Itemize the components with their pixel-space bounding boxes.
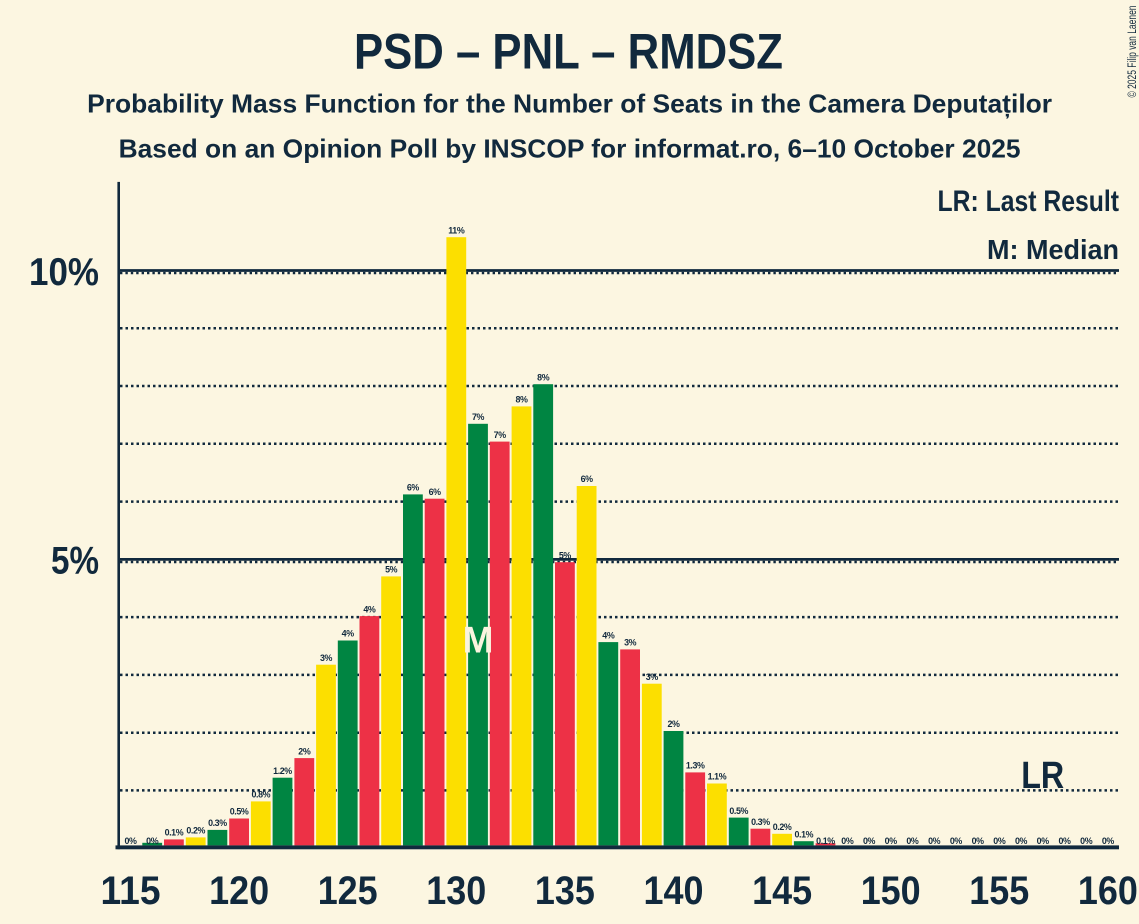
- svg-text:4%: 4%: [602, 630, 615, 640]
- svg-text:8%: 8%: [537, 372, 550, 382]
- svg-text:0%: 0%: [885, 836, 898, 846]
- svg-text:11%: 11%: [448, 225, 465, 235]
- svg-text:0%: 0%: [1102, 836, 1115, 846]
- svg-text:0.2%: 0.2%: [773, 822, 792, 832]
- svg-text:3%: 3%: [624, 638, 637, 648]
- svg-text:140: 140: [644, 869, 704, 913]
- svg-text:PSD – PNL – RMDSZ: PSD – PNL – RMDSZ: [354, 24, 783, 80]
- svg-text:0.3%: 0.3%: [208, 818, 227, 828]
- svg-text:0%: 0%: [863, 836, 876, 846]
- svg-text:M: M: [463, 620, 494, 661]
- svg-text:6%: 6%: [429, 487, 442, 497]
- svg-text:M: Median: M: Median: [987, 234, 1119, 265]
- svg-text:Probability Mass Function for: Probability Mass Function for the Number…: [87, 89, 1052, 119]
- svg-text:0.2%: 0.2%: [186, 826, 205, 836]
- svg-text:4%: 4%: [363, 604, 376, 614]
- svg-text:120: 120: [209, 869, 269, 913]
- svg-text:0%: 0%: [1058, 836, 1071, 846]
- svg-text:7%: 7%: [494, 430, 507, 440]
- svg-text:0.5%: 0.5%: [729, 806, 748, 816]
- svg-text:0.1%: 0.1%: [165, 828, 184, 838]
- svg-text:160: 160: [1078, 869, 1138, 913]
- svg-text:3%: 3%: [320, 653, 333, 663]
- svg-text:5%: 5%: [385, 565, 398, 575]
- svg-text:7%: 7%: [472, 412, 485, 422]
- svg-text:0%: 0%: [146, 836, 159, 846]
- svg-text:0.5%: 0.5%: [230, 807, 249, 817]
- svg-text:130: 130: [426, 869, 486, 913]
- svg-text:145: 145: [752, 869, 812, 913]
- svg-text:125: 125: [318, 869, 378, 913]
- svg-text:1.1%: 1.1%: [708, 772, 727, 782]
- svg-text:0%: 0%: [950, 836, 963, 846]
- svg-text:5%: 5%: [559, 550, 572, 560]
- svg-text:0%: 0%: [1015, 836, 1028, 846]
- svg-text:0.1%: 0.1%: [816, 836, 835, 846]
- svg-text:0%: 0%: [1037, 836, 1050, 846]
- svg-text:0.3%: 0.3%: [751, 817, 770, 827]
- svg-text:3%: 3%: [646, 672, 659, 682]
- svg-text:150: 150: [861, 869, 921, 913]
- svg-text:8%: 8%: [515, 395, 528, 405]
- svg-text:115: 115: [101, 869, 161, 913]
- svg-text:LR: LR: [1021, 755, 1064, 797]
- svg-text:0%: 0%: [841, 836, 854, 846]
- svg-text:10%: 10%: [29, 251, 99, 294]
- svg-text:0.8%: 0.8%: [251, 790, 270, 800]
- svg-text:0%: 0%: [993, 836, 1006, 846]
- svg-text:0%: 0%: [1080, 836, 1093, 846]
- svg-text:1.2%: 1.2%: [273, 766, 292, 776]
- svg-text:0%: 0%: [972, 836, 985, 846]
- svg-text:0.1%: 0.1%: [794, 829, 813, 839]
- svg-text:© 2025 Filip van Laenen: © 2025 Filip van Laenen: [1127, 6, 1139, 98]
- svg-text:LR: Last Result: LR: Last Result: [938, 185, 1120, 218]
- svg-text:Based on an Opinion Poll by IN: Based on an Opinion Poll by INSCOP for i…: [119, 133, 1021, 163]
- svg-text:4%: 4%: [342, 629, 355, 639]
- svg-text:135: 135: [535, 869, 595, 913]
- svg-text:0%: 0%: [928, 836, 941, 846]
- svg-text:2%: 2%: [667, 719, 680, 729]
- svg-text:155: 155: [969, 869, 1029, 913]
- svg-text:2%: 2%: [298, 746, 311, 756]
- svg-text:6%: 6%: [407, 483, 420, 493]
- svg-text:6%: 6%: [581, 474, 594, 484]
- svg-text:0%: 0%: [124, 836, 137, 846]
- svg-text:0%: 0%: [906, 836, 919, 846]
- svg-text:1.3%: 1.3%: [686, 761, 705, 771]
- svg-text:5%: 5%: [51, 539, 99, 582]
